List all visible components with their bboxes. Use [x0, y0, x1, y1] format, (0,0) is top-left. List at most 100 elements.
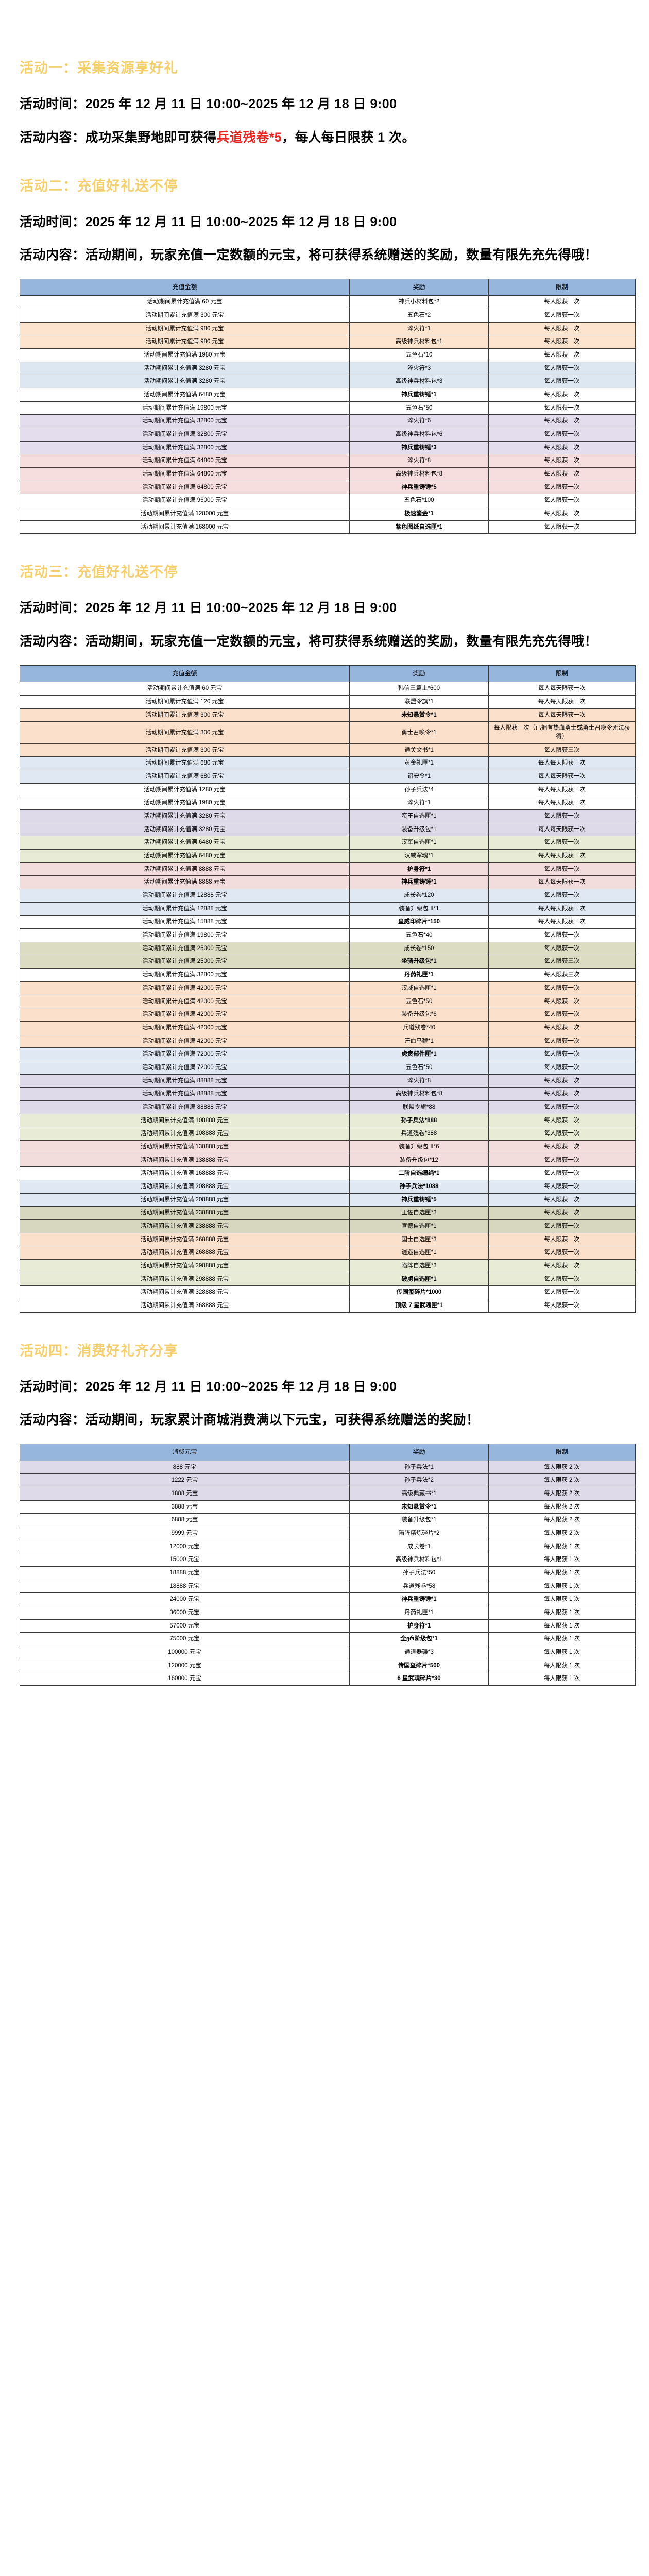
cell-amount: 活动期间累计充值满 3280 元宝 [20, 809, 350, 823]
cell-reward: 汉军自选匣*1 [349, 836, 489, 850]
announcement-page: 活动一：采集资源享好礼 活动时间：2025 年 12 月 11 日 10:00~… [20, 60, 636, 1686]
cell-limit: 每人限获 1 次 [488, 1658, 636, 1673]
table-row: 活动期间累计充值满 3280 元宝 高级神兵材料包*3 每人限获一次 [20, 375, 636, 389]
content-text: 成功采集野地即可获得 [85, 130, 217, 145]
content-text: 活动期间，玩家充值一定数额的元宝，将可获得系统赠送的奖励，数量有限先充先得哦！ [85, 248, 598, 263]
cell-amount: 活动期间累计充值满 268888 元宝 [20, 1246, 350, 1260]
table-row: 活动期间累计充值满 88888 元宝 淬火符*8 每人限获一次 [20, 1074, 636, 1088]
cell-amount: 活动期间累计充值满 298888 元宝 [20, 1259, 350, 1273]
cell-amount: 活动期间累计充值满 3280 元宝 [20, 361, 350, 376]
time-label: 活动时间： [20, 97, 86, 111]
time-label: 活动时间： [20, 1379, 86, 1394]
cell-reward: 淬火符*6 [349, 414, 489, 429]
cell-amount: 活动期间累计充值满 300 元宝 [20, 743, 350, 757]
cell-amount: 活动期间累计充值满 300 元宝 [20, 721, 350, 744]
cell-amount: 活动期间累计充值满 120 元宝 [20, 695, 350, 709]
col-limit: 限制 [488, 278, 636, 296]
table-row: 75000 元宝 全ერ阶级包*1 每人限获 1 次 [20, 1632, 636, 1646]
table-row: 活动期间累计充值满 8888 元宝 护身符*1 每人限获一次 [20, 862, 636, 876]
cell-reward: 丹药礼匣*1 [349, 968, 489, 982]
cell-amount: 活动期间累计充值满 12888 元宝 [20, 889, 350, 903]
cell-reward: 孙子兵法*888 [349, 1113, 489, 1128]
table-row: 活动期间累计充值满 3280 元宝 装备升级包*1 每人每天限获一次 [20, 822, 636, 837]
consume-reward-table-4: 消费元宝 奖励 限制 888 元宝 孙子兵法*1 每人限获 2 次 1222 元宝 孙子… [20, 1444, 636, 1686]
cell-limit: 每人限获一次 [488, 836, 636, 850]
table-row: 活动期间累计充值满 168000 元宝 紫色图纸自选匣*1 每人限获一次 [20, 520, 636, 534]
table-row: 15000 元宝 高级神兵材料包*1 每人限获 1 次 [20, 1553, 636, 1567]
cell-reward: 淬火符*8 [349, 1074, 489, 1088]
col-reward: 奖励 [349, 665, 489, 683]
cell-limit: 每人限获三次 [488, 743, 636, 757]
cell-reward: 淬火符*8 [349, 454, 489, 468]
cell-amount: 活动期间累计充值满 42000 元宝 [20, 1021, 350, 1035]
cell-limit: 每人限获一次 [488, 1021, 636, 1035]
col-amount: 充值金额 [20, 278, 350, 296]
time-value: 2025 年 12 月 11 日 10:00~2025 年 12 月 18 日 … [85, 1379, 397, 1394]
table-row: 18888 元宝 兵道残卷*58 每人限获 1 次 [20, 1579, 636, 1594]
recharge-reward-table-3: 充值金额 奖励 限制 活动期间累计充值满 60 元宝 韩信三篇上*600 每人每天限… [20, 665, 636, 1313]
cell-limit: 每人限获一次 [488, 467, 636, 481]
cell-reward: 兵道残卷*388 [349, 1127, 489, 1141]
cell-reward: 未知悬赏令*1 [349, 708, 489, 722]
cell-amount: 活动期间累计充值满 168888 元宝 [20, 1166, 350, 1180]
cell-amount: 活动期间累计充值满 6480 元宝 [20, 388, 350, 402]
cell-reward: 神兵重铸锤*3 [349, 440, 489, 455]
cell-limit: 每人限获 2 次 [488, 1526, 636, 1540]
table-row: 活动期间累计充值满 96000 元宝 五色石*100 每人限获一次 [20, 494, 636, 508]
table-row: 活动期间累计充值满 15888 元宝 皇威印碎片*150 每人每天限获一次 [20, 915, 636, 929]
cell-reward: 成长卷*150 [349, 941, 489, 956]
table-row: 活动期间累计充值满 120 元宝 联盟令旗*1 每人每天限获一次 [20, 695, 636, 709]
table-row: 6888 元宝 装备升级包*1 每人限获 2 次 [20, 1513, 636, 1527]
table-row: 活动期间累计充值满 208888 元宝 神兵重铸锤*5 每人限获一次 [20, 1193, 636, 1207]
table-row: 活动期间累计充值满 268888 元宝 逍遥自选匣*1 每人限获一次 [20, 1246, 636, 1260]
cell-limit: 每人限获一次 [488, 480, 636, 495]
cell-reward: 高级神兵材料包*8 [349, 467, 489, 481]
cell-limit: 每人限获一次 [488, 375, 636, 389]
cell-reward: 五色石*10 [349, 348, 489, 362]
table-row: 18888 元宝 孙子兵法*50 每人限获 1 次 [20, 1566, 636, 1580]
cell-amount: 活动期间累计充值满 19800 元宝 [20, 401, 350, 415]
cell-limit: 每人限获一次 [488, 1246, 636, 1260]
table-row: 888 元宝 孙子兵法*1 每人限获 2 次 [20, 1460, 636, 1475]
cell-amount: 活动期间累计充值满 1980 元宝 [20, 348, 350, 362]
table-row: 活动期间累计充值满 238888 元宝 宣德自选匣*1 每人限获一次 [20, 1219, 636, 1233]
table-row: 活动期间累计充值满 42000 元宝 汗血马鞭*1 每人限获一次 [20, 1034, 636, 1048]
cell-reward: 黄金礼匣*1 [349, 756, 489, 771]
cell-amount: 活动期间累计充值满 60 元宝 [20, 682, 350, 696]
cell-reward: 五色石*40 [349, 928, 489, 942]
cell-reward: 蛮王自选匣*1 [349, 809, 489, 823]
activity-3-content: 活动内容：活动期间，玩家充值一定数额的元宝，将可获得系统赠送的奖励，数量有限先充… [20, 632, 634, 652]
cell-limit: 每人限获一次 [488, 1285, 636, 1299]
table-row: 活动期间累计充值满 138888 元宝 装备升级包*12 每人限获一次 [20, 1153, 636, 1167]
cell-limit: 每人限获 1 次 [488, 1672, 636, 1686]
cell-reward: 孙子兵法*1 [349, 1460, 489, 1475]
table-row: 120000 元宝 传国玺碎片*500 每人限获 1 次 [20, 1658, 636, 1673]
cell-limit: 每人限获 2 次 [488, 1460, 636, 1475]
cell-limit: 每人限获一次 [488, 1232, 636, 1247]
cell-limit: 每人限获 1 次 [488, 1605, 636, 1620]
table-row: 活动期间累计充值满 6480 元宝 汉军自选匣*1 每人限获一次 [20, 836, 636, 850]
table-row: 活动期间累计充值满 12888 元宝 成长卷*120 每人限获一次 [20, 889, 636, 903]
table-row: 活动期间累计充值满 300 元宝 通关文书*1 每人限获三次 [20, 743, 636, 757]
cell-limit: 每人限获一次 [488, 388, 636, 402]
cell-limit: 每人限获一次 [488, 1113, 636, 1128]
cell-limit: 每人每天限获一次 [488, 902, 636, 916]
cell-amount: 活动期间累计充值满 368888 元宝 [20, 1298, 350, 1313]
table-row: 活动期间累计充值满 32800 元宝 丹药礼匣*1 每人限获三次 [20, 968, 636, 982]
cell-reward: 联盟令旗*88 [349, 1100, 489, 1114]
cell-limit: 每人限获 1 次 [488, 1566, 636, 1580]
cell-limit: 每人每天限获一次 [488, 756, 636, 771]
cell-reward: 顶级 7 星武魂匣*1 [349, 1298, 489, 1313]
cell-amount: 9999 元宝 [20, 1526, 350, 1540]
cell-reward: 五色石*50 [349, 1060, 489, 1075]
col-reward: 奖励 [349, 1444, 489, 1461]
cell-reward: 韩信三篇上*600 [349, 682, 489, 696]
table-row: 活动期间累计充值满 72000 元宝 虎贲部件匣*1 每人限获一次 [20, 1047, 636, 1061]
col-reward: 奖励 [349, 278, 489, 296]
cell-reward: 王佐自选匣*3 [349, 1206, 489, 1220]
cell-reward: 二阶自选缰绳*1 [349, 1166, 489, 1180]
cell-limit: 每人每天限获一次 [488, 708, 636, 722]
table-row: 1222 元宝 孙子兵法*2 每人限获 2 次 [20, 1473, 636, 1487]
cell-limit: 每人限获一次 [488, 1047, 636, 1061]
activity-2-time: 活动时间：2025 年 12 月 11 日 10:00~2025 年 12 月 … [20, 212, 634, 232]
